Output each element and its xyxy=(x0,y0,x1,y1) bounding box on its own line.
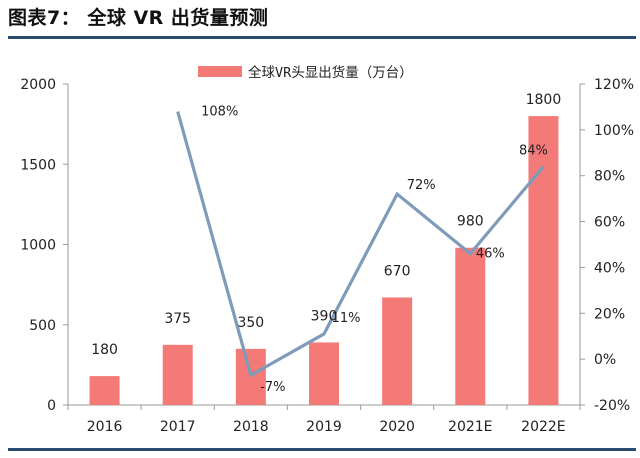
x-tick-label: 2017 xyxy=(160,419,196,435)
x-tick-label: 2018 xyxy=(233,419,269,435)
y-right-tick-label: 60% xyxy=(594,215,625,231)
y-right-tick-label: -20% xyxy=(594,398,630,414)
bar-value-label: 1800 xyxy=(526,92,562,108)
bar xyxy=(382,297,413,405)
x-tick-label: 2020 xyxy=(379,419,415,435)
x-tick-label: 2016 xyxy=(87,419,123,435)
y-left-tick-label: 0 xyxy=(47,398,56,414)
y-left-tick-label: 1500 xyxy=(20,157,56,173)
bar-value-label: 180 xyxy=(91,342,118,358)
legend: 全球VR头显出货量（万台） xyxy=(198,64,413,81)
legend-swatch xyxy=(198,66,242,77)
y-left-tick-label: 2000 xyxy=(20,77,56,93)
y-right-tick-label: 100% xyxy=(594,123,634,139)
y-right-tick-label: 80% xyxy=(594,169,625,185)
data-labels: 180 375 350 390 670 980 1800 108% -7% 11% 72% 46% 84… xyxy=(91,92,561,395)
bar-value-label: 350 xyxy=(237,315,264,331)
line-value-label: 11% xyxy=(332,311,361,326)
bar-value-label: 390 xyxy=(311,308,338,324)
line-value-label: -7% xyxy=(260,380,285,395)
y-right-tick-label: 0% xyxy=(594,352,616,368)
line-value-label: 72% xyxy=(407,178,436,193)
growth-line xyxy=(176,111,545,378)
line-value-label: 108% xyxy=(201,105,238,120)
x-tick-label: 2022E xyxy=(521,419,565,435)
figure-title: 图表7： 全球 VR 出货量预测 xyxy=(8,7,269,29)
bottom-rule xyxy=(8,448,636,451)
growth-line-path xyxy=(176,111,545,378)
legend-label: 全球VR头显出货量（万台） xyxy=(248,64,413,81)
y-left-tick-label: 1000 xyxy=(20,238,56,254)
bar-value-label: 375 xyxy=(164,311,191,327)
bars xyxy=(89,116,559,405)
axes: 0 500 1000 1500 2000 -20% 0% 20% 40% 60% 80% 100% 12… xyxy=(20,77,634,435)
bar xyxy=(162,344,193,405)
x-tick-label: 2019 xyxy=(306,419,342,435)
bar-value-label: 980 xyxy=(457,214,484,230)
x-tick-label: 2021E xyxy=(448,419,492,435)
line-value-label: 84% xyxy=(519,144,548,159)
bar xyxy=(309,342,339,405)
top-rule xyxy=(8,36,636,39)
bar xyxy=(455,247,486,405)
y-left-tick-label: 500 xyxy=(29,318,56,334)
line-value-label: 46% xyxy=(476,247,505,262)
y-right-tick-label: 40% xyxy=(594,260,625,276)
y-right-tick-label: 20% xyxy=(594,306,625,322)
bar-value-label: 670 xyxy=(384,263,411,279)
bar xyxy=(528,116,559,405)
y-right-tick-label: 120% xyxy=(594,77,634,93)
bar xyxy=(89,376,120,405)
